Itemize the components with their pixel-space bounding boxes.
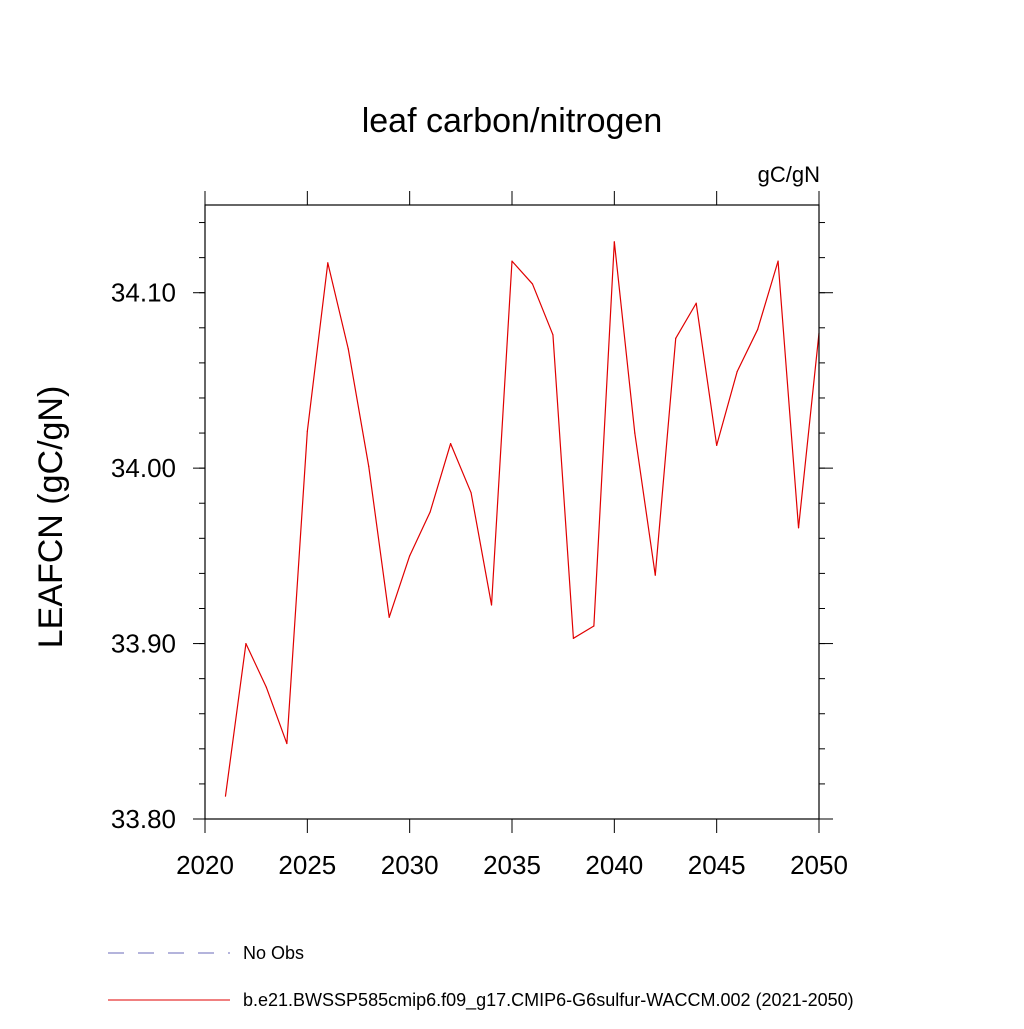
x-tick-label: 2035 <box>483 850 541 880</box>
x-tick-label: 2020 <box>176 850 234 880</box>
series-line-segment <box>224 642 247 797</box>
x-tick-label: 2040 <box>585 850 643 880</box>
tick-marks <box>193 191 833 833</box>
series-line-segment <box>777 260 800 529</box>
series-line-segment <box>490 260 513 606</box>
series-line-segment <box>327 262 349 350</box>
series-line-segment <box>347 348 370 467</box>
series-line-segment <box>388 555 411 618</box>
series-line-segment <box>736 328 759 373</box>
series-line-segment <box>572 625 595 639</box>
tick-labels: 2020 2025 2030 2035 2040 2045 2050 33.80 33.90 34… <box>111 278 848 880</box>
series-line-segment <box>634 432 656 576</box>
series-line-segment <box>470 492 493 606</box>
y-tick-label: 33.90 <box>111 629 176 659</box>
series-line-segment <box>409 511 431 557</box>
x-tick-label: 2045 <box>688 850 746 880</box>
y-tick-label: 34.10 <box>111 278 176 308</box>
x-tick-label: 2025 <box>278 850 336 880</box>
plot-frame <box>204 204 820 820</box>
series-line-segment <box>654 337 677 576</box>
series-line-segment <box>613 241 636 434</box>
legend-label-no-obs: No Obs <box>243 943 304 963</box>
series-line-segment <box>306 262 329 432</box>
series-line-segment <box>593 241 615 627</box>
y-tick-label: 33.80 <box>111 804 176 834</box>
legend-label-model: b.e21.BWSSP585cmip6.f09_g17.CMIP6-G6sulf… <box>243 990 854 1011</box>
y-axis-label: LEAFCN (gC/gN) <box>32 386 70 649</box>
series-line-segment <box>368 465 390 618</box>
series-line-segment <box>429 442 452 513</box>
series-line-segment <box>552 334 575 639</box>
series-line-segment <box>245 642 267 689</box>
series-line-segment <box>695 302 718 446</box>
y-tick-label: 34.00 <box>111 453 176 483</box>
x-tick-label: 2030 <box>381 850 439 880</box>
series-line-segment <box>716 371 738 446</box>
series-line-segment <box>756 260 779 331</box>
x-tick-label: 2050 <box>790 850 848 880</box>
units-label: gC/gN <box>758 162 820 187</box>
series-line-segment <box>675 302 697 339</box>
series-line-segment <box>511 260 534 285</box>
chart-title: leaf carbon/nitrogen <box>362 102 663 140</box>
series-line-segment <box>265 686 288 745</box>
legend: No Obs b.e21.BWSSP585cmip6.f09_g17.CMIP6… <box>108 943 854 1011</box>
series-line-segment <box>531 283 554 336</box>
series-line-segment <box>450 442 472 494</box>
series-layer <box>224 241 820 797</box>
series-line-segment <box>797 332 820 529</box>
series-line-segment <box>286 430 308 745</box>
